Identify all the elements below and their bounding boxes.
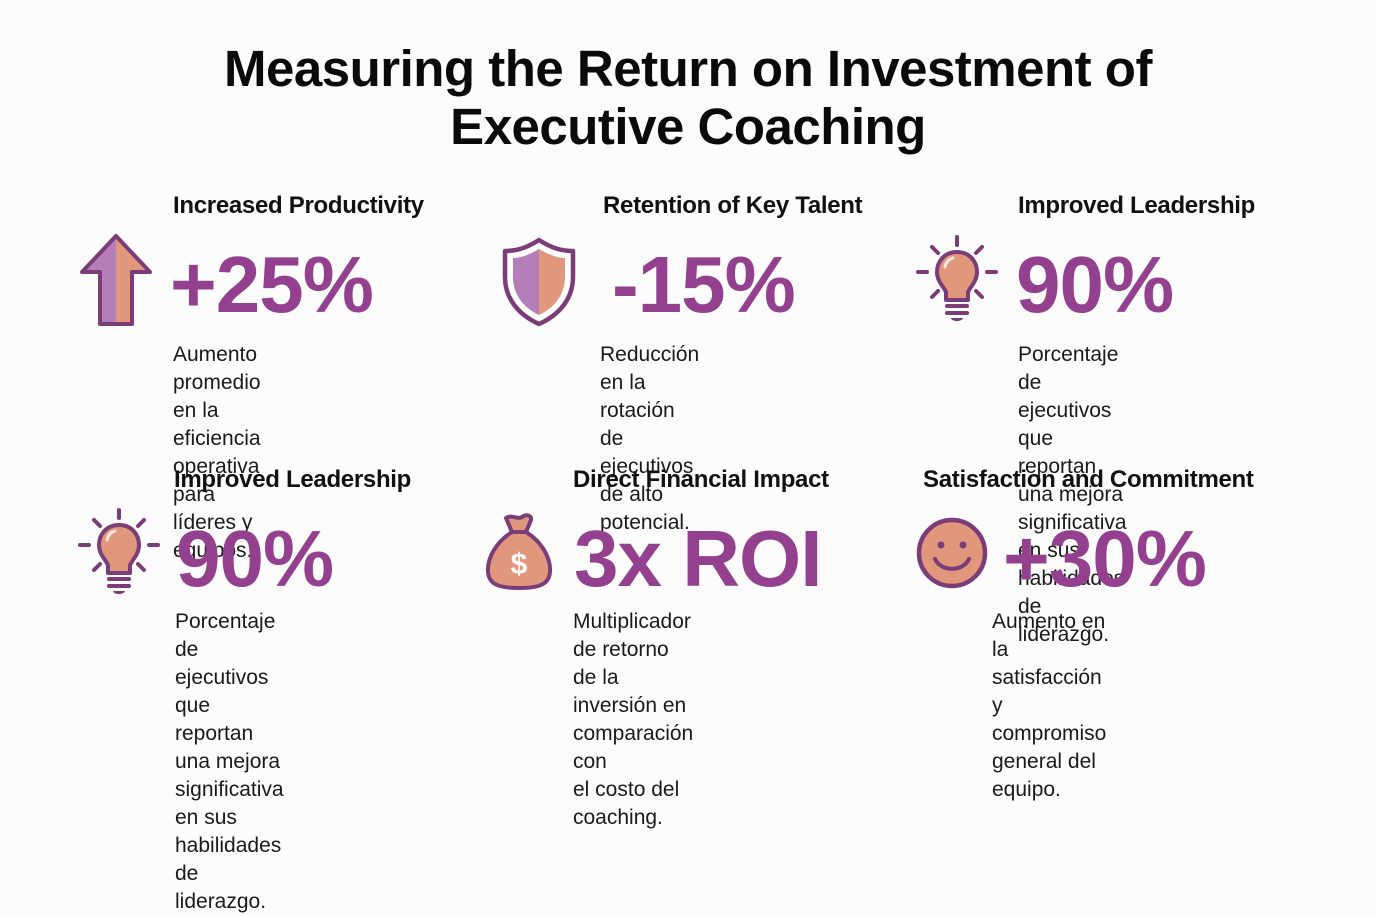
desc-line: significativa en sus — [175, 778, 284, 829]
desc-line: habilidades de liderazgo. — [175, 834, 282, 913]
smiley-face-icon — [915, 516, 989, 590]
title-line-1: Measuring the Return on Investment of — [224, 40, 1152, 97]
desc-line: ejecutivos de alto potencial. — [600, 455, 694, 534]
card-description: Porcentaje de ejecutivos que reportan un… — [175, 608, 284, 916]
card-heading: Direct Financial Impact — [573, 466, 829, 493]
desc-line: Reducción en la rotación de — [600, 343, 700, 450]
desc-line: Aumento promedio en la — [173, 343, 261, 422]
title-line-2: Executive Coaching — [450, 98, 926, 155]
lightbulb-icon — [914, 234, 1000, 326]
card-description: Aumento promedio en la eficiencia operat… — [173, 341, 261, 565]
card-description: Multiplicador de retorno de la inversión… — [573, 608, 693, 832]
desc-line: Aumento en la satisfacción y — [992, 610, 1106, 717]
card-description: Porcentaje de ejecutivos que reportan un… — [1018, 341, 1127, 649]
card-heading: Satisfaction and Commitment — [923, 466, 1254, 493]
card-heading: Increased Productivity — [173, 192, 424, 219]
desc-line: inversión en comparación con — [573, 694, 694, 773]
desc-line: líderes y equipos. — [173, 511, 253, 562]
desc-line: eficiencia operativa para — [173, 427, 261, 506]
card-heading: Improved Leadership — [1018, 192, 1256, 219]
desc-line: que reportan una mejora — [175, 694, 281, 773]
desc-line: Porcentaje de ejecutivos — [1018, 343, 1119, 422]
metric-value: 90% — [176, 514, 334, 603]
metric-value: +25% — [170, 240, 374, 329]
desc-line: el costo del coaching. — [573, 778, 680, 829]
page-title: Measuring the Return on Investment of Ex… — [0, 40, 1376, 156]
card-heading: Improved Leadership — [174, 466, 412, 493]
card-description: Reducción en la rotación de ejecutivos d… — [600, 341, 699, 537]
svg-text:$: $ — [511, 548, 528, 581]
desc-line: Multiplicador de retorno de la — [573, 610, 691, 689]
lightbulb-icon — [76, 507, 162, 599]
shield-icon — [501, 237, 577, 327]
up-arrow-icon — [78, 232, 154, 328]
card-description: Aumento en la satisfacción y compromiso … — [992, 608, 1106, 804]
desc-line: habilidades de liderazgo. — [1018, 567, 1125, 646]
desc-line: Porcentaje de ejecutivos — [175, 610, 276, 689]
money-bag-icon: $ — [484, 512, 554, 592]
desc-line: que reportan una mejora — [1018, 427, 1124, 506]
metric-value: 90% — [1016, 240, 1174, 329]
metric-value: +30% — [1003, 514, 1207, 603]
metric-value: -15% — [612, 240, 796, 329]
card-heading: Retention of Key Talent — [603, 192, 863, 219]
desc-line: equipo. — [992, 778, 1061, 801]
desc-line: compromiso general del — [992, 722, 1107, 773]
metric-value: 3x ROI — [574, 514, 822, 603]
desc-line: significativa en sus — [1018, 511, 1127, 562]
